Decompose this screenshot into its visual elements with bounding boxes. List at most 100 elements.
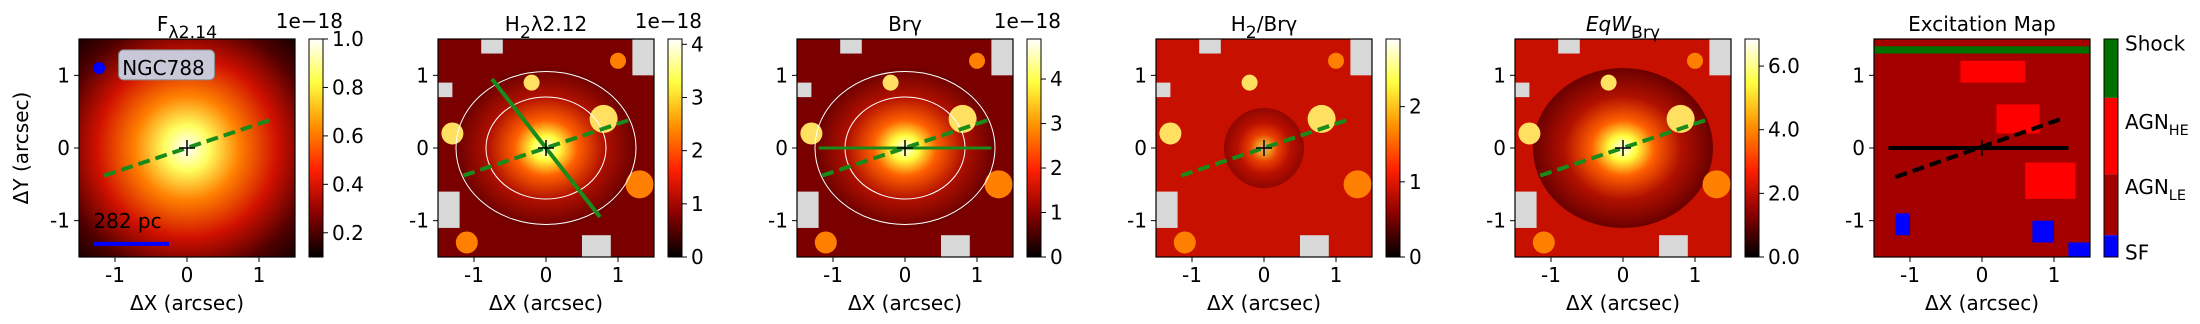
text-part: Excitation Map (1908, 12, 2056, 36)
text-part: Brγ (1631, 23, 1660, 43)
y-tick-label: 0 (416, 136, 429, 160)
y-axis-label: ΔY (arcsec) (9, 92, 33, 205)
colorbar-label: Shock (2125, 31, 2186, 55)
x-tick-label: -1 (105, 263, 125, 287)
colorbar (2103, 38, 2119, 258)
center-cross (179, 140, 195, 156)
y-tick-label: -1 (50, 209, 70, 233)
colorbar (1385, 38, 1401, 258)
x-tick-label: 0 (1258, 263, 1271, 287)
text-part: AGN (2125, 175, 2169, 199)
center-cross (897, 140, 913, 156)
map-image (797, 39, 1013, 257)
center-cross (1974, 140, 1990, 156)
kinematic-axis (821, 117, 993, 178)
colorbar-tick-label: 0.6 (332, 124, 364, 148)
y-tick-label: 0 (1852, 136, 1865, 160)
text-part: H (505, 12, 520, 36)
colorbar-tick-label: 4.0 (1768, 118, 1800, 142)
offset-text: 1e−18 (276, 9, 343, 33)
x-tick-label: 0 (540, 263, 553, 287)
x-tick-label: 0 (899, 263, 912, 287)
text-part: Brγ (888, 12, 922, 36)
colorbar-tick-label: 1.0 (332, 27, 364, 51)
x-tick-label: 1 (971, 263, 984, 287)
offset-text: 1e−18 (635, 9, 702, 33)
colorbar-tick-label: 2 (691, 139, 704, 163)
colorbar-tick-label: 3 (691, 85, 704, 109)
x-axis-label: ΔX (arcsec) (1566, 291, 1680, 315)
x-tick-label: 1 (1689, 263, 1702, 287)
colorbar-tick-label: 0.8 (332, 75, 364, 99)
colorbar-tick-label: 0.4 (332, 172, 364, 196)
colorbar-segment (2104, 174, 2118, 236)
colorbar-tick-label: 1 (1409, 170, 1422, 194)
x-axis-label: ΔX (arcsec) (1207, 291, 1321, 315)
colorbar-tick-label: 4 (691, 32, 704, 56)
text-part: λ2.12 (531, 12, 587, 36)
chart-title: Fλ2.14 (157, 12, 217, 43)
colorbar (1026, 38, 1042, 258)
y-tick-label: 1 (57, 63, 70, 87)
y-tick-label: 1 (1493, 63, 1506, 87)
colorbar-tick-label: 2.0 (1768, 181, 1800, 205)
y-tick-label: 0 (775, 136, 788, 160)
text-part: H (1231, 12, 1246, 36)
chart-title: H2/Brγ (1231, 12, 1298, 43)
x-tick-label: 0 (181, 263, 194, 287)
y-tick-label: 0 (1493, 136, 1506, 160)
kinematic-axis (462, 117, 634, 178)
map-image (438, 39, 654, 257)
colorbar-tick-label: 2 (1050, 156, 1063, 180)
center-cross (1615, 140, 1631, 156)
annotation: 282 pc (93, 209, 161, 233)
x-axis-label: ΔX (arcsec) (489, 291, 603, 315)
colorbar-label: SF (2125, 241, 2149, 265)
x-tick-label: -1 (823, 263, 843, 287)
colorbar-tick-label: 2 (1409, 95, 1422, 119)
chart-title: H2λ2.12 (505, 12, 587, 43)
annotation: NGC788 (122, 56, 205, 80)
colorbar-tick-label: 1 (1050, 201, 1063, 225)
kinematic-axis (1894, 117, 2062, 179)
text-part: 2 (1246, 23, 1257, 43)
colorbar-label: AGNHE (2125, 110, 2189, 139)
y-tick-label: 1 (1852, 63, 1865, 87)
colorbar (1744, 38, 1760, 258)
text-part: SF (2125, 241, 2149, 265)
x-tick-label: -1 (1541, 263, 1561, 287)
text-part: Shock (2125, 31, 2186, 55)
center-cross (1256, 140, 1272, 156)
chart-title: Excitation Map (1908, 12, 2056, 36)
x-tick-label: -1 (1182, 263, 1202, 287)
colorbar-segment (2104, 39, 2118, 98)
map-image (1515, 39, 1731, 257)
colorbar-tick-label: 0 (1050, 245, 1063, 269)
text-part: EqW (1586, 12, 1632, 36)
text-part: AGN (2125, 110, 2169, 134)
colorbar-tick-label: 1 (691, 192, 704, 216)
text-part: λ2.14 (168, 23, 217, 43)
x-tick-label: 0 (1976, 263, 1989, 287)
colorbar-tick-label: 0 (691, 245, 704, 269)
center-cross (538, 140, 554, 156)
colorbar-label: AGNLE (2125, 175, 2186, 204)
y-tick-label: -1 (1486, 209, 1506, 233)
kinematic-axis (1180, 117, 1352, 178)
text-part: /Brγ (1257, 12, 1298, 36)
y-tick-label: -1 (768, 209, 788, 233)
y-tick-label: -1 (409, 209, 429, 233)
map-image (79, 39, 295, 257)
offset-text: 1e−18 (994, 9, 1061, 33)
map-image (1874, 39, 2090, 257)
y-tick-label: 1 (1134, 63, 1147, 87)
x-tick-label: 0 (1617, 263, 1630, 287)
colorbar-tick-label: 0.0 (1768, 245, 1800, 269)
text-part: HE (2169, 123, 2189, 139)
y-tick-label: -1 (1127, 209, 1147, 233)
y-tick-label: 0 (1134, 136, 1147, 160)
colorbar-segment (2104, 97, 2118, 175)
y-tick-label: 1 (416, 63, 429, 87)
colorbar-tick-label: 0 (1409, 245, 1422, 269)
